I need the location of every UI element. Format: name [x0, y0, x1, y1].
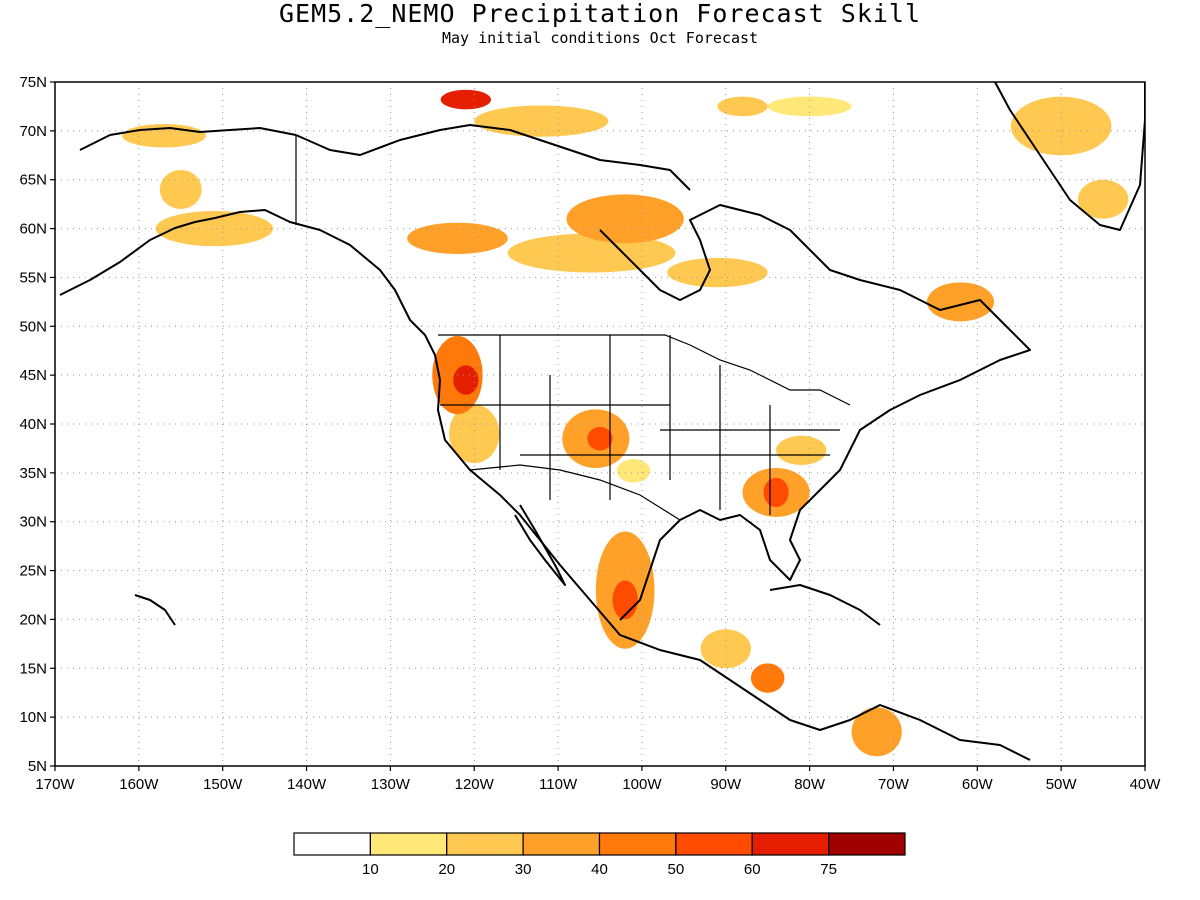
skill-region-8	[667, 257, 768, 288]
colorbar-swatch-5	[675, 832, 753, 856]
map-title: GEM5.2_NEMO Precipitation Forecast Skill	[278, 0, 922, 28]
colorbar-swatch-1	[369, 832, 448, 856]
coastline-cuba	[769, 584, 881, 626]
lat-label-70N: 70N	[19, 123, 47, 140]
lon-label-140W: 140W	[287, 776, 327, 793]
skill-region-22	[750, 663, 785, 693]
lat-label-55N: 55N	[19, 269, 47, 286]
lat-label-35N: 35N	[19, 465, 47, 482]
coastline-arctic	[295, 124, 691, 191]
skill-region-11	[449, 404, 500, 464]
coastline-north-america	[59, 209, 1031, 761]
lon-label-110W: 110W	[539, 776, 578, 793]
skill-region-14	[407, 222, 508, 254]
lat-label-30N: 30N	[19, 514, 47, 531]
coastline-baja	[514, 504, 566, 586]
lat-label-65N: 65N	[19, 172, 47, 189]
skill-region-1	[616, 459, 651, 483]
coastline-hawaii	[134, 594, 176, 626]
border-us-canada	[438, 334, 851, 406]
lon-label-90W: 90W	[710, 776, 742, 793]
colorbar-swatch-2	[446, 832, 524, 856]
lon-label-40W: 40W	[1130, 776, 1162, 793]
lon-label-120W: 120W	[455, 776, 495, 793]
lon-label-130W: 130W	[371, 776, 411, 793]
skill-region-12	[776, 435, 827, 466]
lat-label-5N: 5N	[28, 758, 47, 775]
lat-label-40N: 40N	[19, 416, 47, 433]
lon-label-100W: 100W	[622, 776, 662, 793]
skill-region-26	[440, 89, 491, 110]
colorbar-label-50: 50	[668, 861, 685, 878]
map-subtitle: May initial conditions Oct Forecast	[441, 29, 759, 47]
lat-label-10N: 10N	[19, 709, 47, 726]
lon-label-60W: 60W	[962, 776, 994, 793]
lon-label-160W: 160W	[119, 776, 159, 793]
colorbar: 10 20 30 40 50 60 75	[293, 832, 906, 878]
skill-region-3	[159, 169, 202, 210]
colorbar-label-60: 60	[744, 861, 761, 878]
colorbar-swatch-6	[751, 832, 830, 856]
skill-region-6	[717, 96, 768, 117]
lat-label-15N: 15N	[19, 660, 47, 677]
colorbar-label-40: 40	[591, 861, 608, 878]
lat-label-60N: 60N	[19, 221, 47, 238]
colorbar-label-20: 20	[438, 861, 455, 878]
skill-shading-layer	[122, 89, 1129, 757]
lat-label-50N: 50N	[19, 318, 47, 335]
skill-region-23	[587, 426, 613, 451]
gridlines	[55, 82, 1145, 766]
skill-region-27	[453, 365, 479, 395]
skill-region-20	[851, 707, 902, 757]
skill-region-16	[927, 282, 995, 322]
skill-region-9	[1010, 96, 1112, 156]
border-us-mexico	[469, 464, 681, 521]
lon-label-80W: 80W	[794, 776, 826, 793]
lat-label-25N: 25N	[19, 563, 47, 580]
lat-label-45N: 45N	[19, 367, 47, 384]
colorbar-label-75: 75	[820, 861, 837, 878]
coastline-hudson-bay	[599, 204, 1031, 621]
skill-region-10	[1077, 179, 1129, 219]
lon-label-50W: 50W	[1046, 776, 1078, 793]
skill-region-15	[566, 194, 684, 244]
colorbar-swatch-7	[828, 832, 906, 856]
coastline-greenland	[994, 82, 1145, 231]
colorbar-swatch-4	[598, 832, 677, 856]
skill-region-24	[763, 477, 789, 508]
colorbar-label-10: 10	[362, 861, 379, 878]
skill-region-13	[700, 629, 751, 669]
skill-region-5	[474, 105, 609, 137]
coastline-alaska-north	[79, 127, 297, 151]
political-borders	[295, 135, 851, 521]
lat-label-75N: 75N	[19, 74, 47, 91]
lon-label-150W: 150W	[203, 776, 243, 793]
lon-label-70W: 70W	[878, 776, 910, 793]
colorbar-swatch-0	[293, 832, 371, 856]
coastlines	[59, 82, 1145, 761]
axis-labels: 75N 70N 65N 60N 55N 50N 45N 40N 35N 30N 25N 20N 15N 1…	[19, 74, 1161, 793]
colorbar-label-30: 30	[515, 861, 532, 878]
colorbar-swatch-3	[522, 832, 601, 856]
skill-region-4	[155, 210, 273, 247]
lat-label-20N: 20N	[19, 611, 47, 628]
lon-label-170W: 170W	[35, 776, 75, 793]
